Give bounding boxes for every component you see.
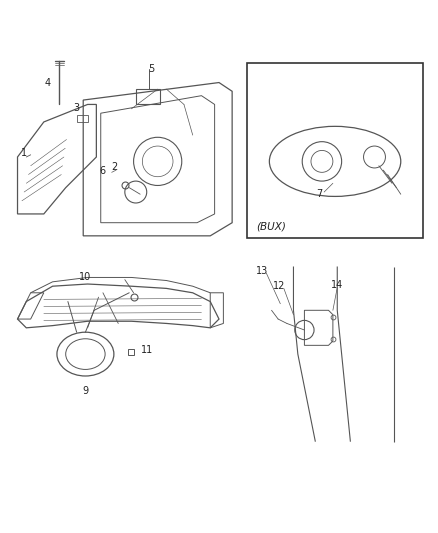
Text: 12: 12	[273, 281, 286, 291]
Text: 5: 5	[148, 63, 154, 74]
Bar	[136, 89, 160, 104]
Text: 3: 3	[74, 103, 80, 113]
Text: 14: 14	[331, 280, 343, 290]
Text: 10: 10	[79, 272, 92, 282]
Text: 7: 7	[317, 189, 323, 199]
Text: 1: 1	[21, 149, 27, 158]
Bar	[77, 115, 88, 122]
Text: 9: 9	[82, 386, 88, 397]
Text: 6: 6	[100, 166, 106, 176]
Text: 2: 2	[111, 161, 117, 172]
Text: 13: 13	[256, 266, 268, 276]
Bar	[247, 63, 423, 238]
Text: (BUX): (BUX)	[256, 221, 286, 231]
Text: 11: 11	[141, 345, 153, 355]
Text: 4: 4	[44, 77, 50, 87]
